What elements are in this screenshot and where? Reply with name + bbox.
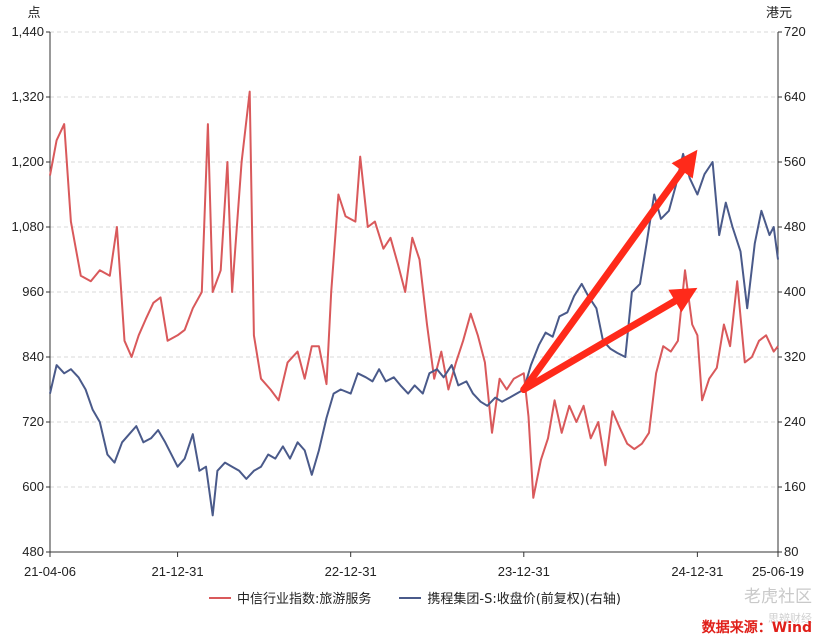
x-tick-label: 25-06-19 bbox=[752, 564, 804, 579]
legend-label-trip-close: 携程集团-S:收盘价(前复权)(右轴) bbox=[427, 592, 621, 607]
y-left-unit-label: 点 bbox=[27, 6, 40, 21]
x-tick-label: 21-04-06 bbox=[24, 564, 76, 579]
y-right-tick-label: 480 bbox=[784, 219, 806, 234]
legend-item-trip-close: 携程集团-S:收盘价(前复权)(右轴) bbox=[399, 588, 621, 607]
arrow-head bbox=[668, 287, 698, 313]
y-right-tick-label: 640 bbox=[784, 89, 806, 104]
x-tick-label: 23-12-31 bbox=[498, 564, 550, 579]
series-layer bbox=[49, 90, 779, 517]
watermark-tiger: 老虎社区 bbox=[744, 587, 812, 607]
y-right-tick-label: 560 bbox=[784, 154, 806, 169]
chart-svg: 480 600 720 840 960 1,080 1,200 1,320 1,440 80 160… bbox=[11, 6, 805, 579]
legend-label-tourism-index: 中信行业指数:旅游服务 bbox=[236, 592, 372, 607]
annotation-arrows bbox=[520, 149, 698, 393]
y-left-tick-label: 720 bbox=[22, 414, 44, 429]
y-right-tick-label: 160 bbox=[784, 479, 806, 494]
y-left-tick-label: 480 bbox=[22, 544, 44, 559]
y-right-tick-label: 320 bbox=[784, 349, 806, 364]
y-left-tick-label: 600 bbox=[22, 479, 44, 494]
y-right-unit-label: 港元 bbox=[766, 6, 792, 21]
grid-lines bbox=[50, 31, 778, 488]
x-tick-label: 24-12-31 bbox=[671, 564, 723, 579]
y-left-tick-label: 840 bbox=[22, 349, 44, 364]
y-right-tick-label: 720 bbox=[784, 24, 806, 39]
axes: 480 600 720 840 960 1,080 1,200 1,320 1,440 80 160… bbox=[11, 6, 805, 579]
y-right-tick-label: 240 bbox=[784, 414, 806, 429]
x-tick-label: 21-12-31 bbox=[152, 564, 204, 579]
y-left-tick-label: 1,440 bbox=[11, 24, 44, 39]
series-line-tourism-index bbox=[49, 90, 779, 499]
y-left-tick-label: 960 bbox=[22, 284, 44, 299]
legend-item-tourism-index: 中信行业指数:旅游服务 bbox=[208, 588, 372, 607]
arrow-shaft bbox=[520, 167, 686, 393]
y-left-tick-label: 1,320 bbox=[11, 89, 44, 104]
y-right-tick-label: 80 bbox=[784, 544, 798, 559]
series-line-trip-close bbox=[49, 152, 779, 517]
x-tick-label: 22-12-31 bbox=[325, 564, 377, 579]
legend-swatch-navy bbox=[399, 596, 422, 599]
watermark-sub: 思辨财经 bbox=[768, 612, 812, 625]
legend: 中信行业指数:旅游服务 携程集团-S:收盘价(前复权)(右轴) bbox=[0, 588, 830, 607]
legend-swatch-red bbox=[208, 596, 231, 599]
arrow-head bbox=[671, 149, 698, 179]
y-left-tick-label: 1,080 bbox=[11, 219, 44, 234]
y-right-tick-label: 400 bbox=[784, 284, 806, 299]
arrow-shaft bbox=[520, 297, 679, 393]
source-note: 数据来源：Wind bbox=[701, 620, 812, 636]
y-left-tick-label: 1,200 bbox=[11, 154, 44, 169]
